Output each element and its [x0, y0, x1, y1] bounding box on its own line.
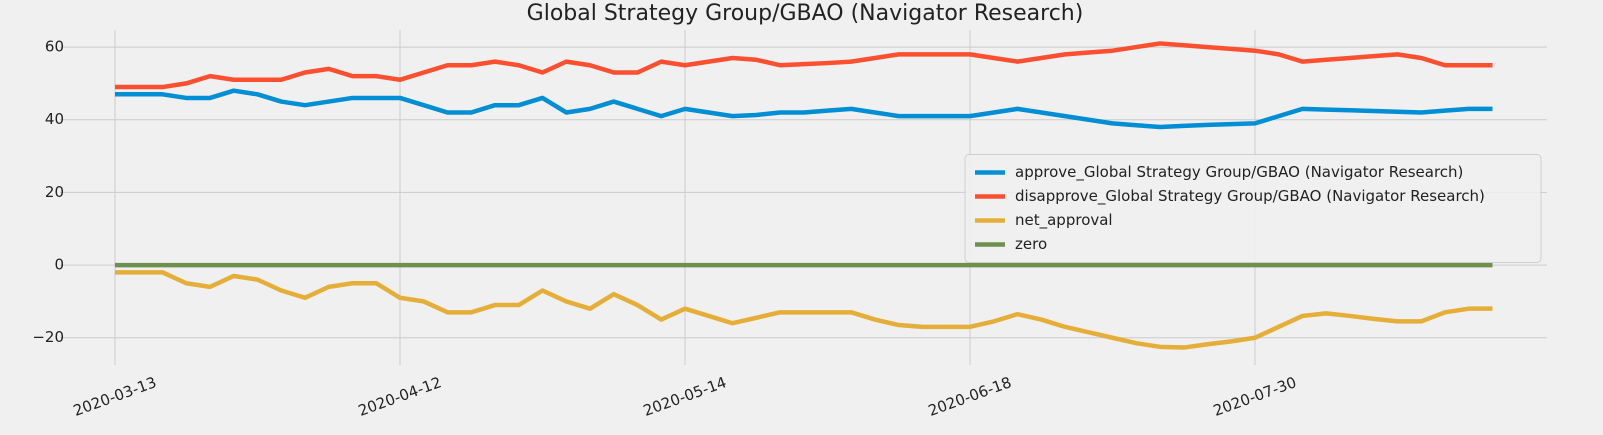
series-line	[115, 270, 1493, 350]
legend-box	[964, 154, 1542, 263]
legend-label: net_approval	[1015, 211, 1113, 230]
y-tick-label: 20	[45, 183, 64, 201]
y-tick-label: 40	[45, 110, 64, 128]
legend-label: zero	[1015, 235, 1047, 253]
y-tick-label: 60	[45, 38, 64, 56]
series-line	[115, 41, 1493, 90]
y-tick-label: 0	[54, 256, 64, 274]
legend: approve_Global Strategy Group/GBAO (Navi…	[964, 154, 1542, 263]
legend-label: disapprove_Global Strategy Group/GBAO (N…	[1015, 187, 1485, 206]
legend-label: approve_Global Strategy Group/GBAO (Navi…	[1015, 163, 1463, 182]
y-tick-label: −20	[32, 328, 64, 346]
series-line	[115, 88, 1493, 130]
chart-title: Global Strategy Group/GBAO (Navigator Re…	[527, 1, 1084, 26]
